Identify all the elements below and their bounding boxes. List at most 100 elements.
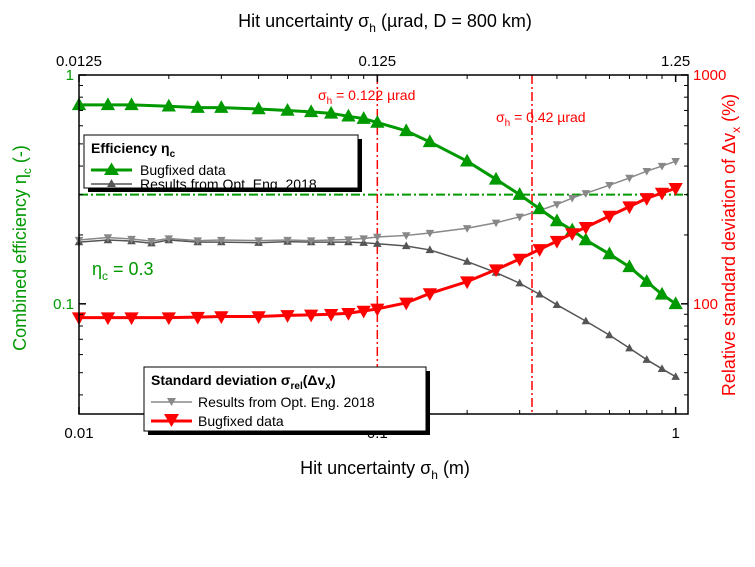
legend-std-label-opteng: Results from Opt. Eng. 2018 — [198, 394, 375, 410]
left-axis-label: Combined efficiency ηc (-) — [10, 145, 34, 351]
efficiency-bugfixed-point — [304, 104, 319, 118]
std-bugfixed-series — [71, 182, 683, 326]
std-opteng-point — [642, 168, 652, 176]
sigma-annotation-1: σh = 0.122 µrad — [318, 87, 415, 107]
legend-efficiency-marker-opteng — [107, 179, 116, 187]
std-opteng-point — [625, 174, 634, 183]
std-opteng-line — [78, 160, 676, 242]
legend-efficiency-box — [83, 134, 359, 189]
std-bugfixed-point — [460, 276, 475, 290]
std-opteng-point — [425, 229, 435, 238]
legend-std-marker-bugfixed — [164, 414, 179, 427]
std-opteng-point — [567, 194, 577, 203]
efficiency-opteng-point — [657, 364, 667, 372]
std-bugfixed-point — [323, 309, 339, 322]
std-opteng-point — [552, 201, 562, 209]
std-bugfixed-point — [304, 309, 319, 323]
std-opteng-point — [401, 232, 411, 240]
right-tick-label: 100 — [693, 296, 718, 313]
std-bugfixed-point — [654, 187, 670, 201]
std-opteng-series — [74, 158, 680, 246]
std-opteng-point — [344, 236, 353, 245]
std-opteng-point — [326, 236, 336, 245]
efficiency-bugfixed-point — [622, 259, 637, 273]
efficiency-opteng-point — [605, 330, 614, 339]
efficiency-bugfixed-point — [488, 171, 504, 185]
right-tick-label: 1000 — [693, 67, 726, 84]
efficiency-bugfixed-point — [668, 296, 683, 310]
top-tick-label: 0.0125 — [56, 53, 102, 70]
std-bugfixed-point — [488, 264, 504, 278]
efficiency-bugfixed-point — [100, 97, 116, 111]
std-opteng-point — [147, 237, 156, 246]
x-tick-label: 1 — [671, 425, 679, 442]
efficiency-opteng-point — [552, 300, 562, 308]
std-bugfixed-point — [512, 253, 527, 267]
std-opteng-point — [359, 235, 368, 243]
efficiency-bugfixed-point — [578, 232, 593, 246]
legend-std: Standard deviation σrel(Δvx) Results fro… — [143, 366, 430, 435]
legend-std-marker-opteng — [167, 398, 176, 406]
efficiency-bugfixed-point — [251, 101, 266, 115]
efficiency-opteng-point — [462, 257, 472, 265]
efficiency-opteng-point — [401, 241, 411, 250]
efficiency-bugfixed-point — [639, 274, 654, 287]
efficiency-opteng-point — [581, 316, 591, 325]
std-bugfixed-point — [639, 193, 654, 206]
std-opteng-point — [373, 233, 382, 242]
std-opteng-point — [254, 237, 263, 246]
efficiency-bugfixed-point — [654, 286, 670, 300]
right-axis-label: Relative standard deviation of Δvx (%) — [719, 94, 743, 396]
efficiency-bugfixed-point — [549, 213, 565, 227]
std-bugfixed-point — [124, 312, 139, 326]
x-axis-label: Hit uncertainty σh (m) — [300, 458, 470, 482]
std-bugfixed-point — [668, 182, 683, 196]
efficiency-bugfixed-point — [370, 115, 385, 128]
legend-efficiency-marker-bugfixed — [104, 162, 119, 175]
legend-std-title: Standard deviation σrel(Δvx) — [151, 372, 335, 392]
std-opteng-point — [515, 213, 524, 222]
efficiency-bugfixed-point — [602, 246, 617, 260]
efficiency-bugfixed-point — [460, 153, 475, 167]
std-bugfixed-point — [565, 228, 580, 241]
std-opteng-point — [164, 235, 174, 243]
std-bugfixed-point — [356, 305, 371, 319]
std-bugfixed-point — [399, 297, 414, 311]
efficiency-opteng-point — [625, 343, 634, 352]
std-bugfixed-point — [422, 288, 437, 301]
std-bugfixed-point — [602, 210, 617, 224]
efficiency-bugfixed-point — [190, 100, 205, 113]
std-bugfixed-point — [549, 235, 565, 249]
std-bugfixed-point — [370, 303, 385, 317]
std-bugfixed-point — [251, 311, 266, 325]
legend-efficiency-label-bugfixed: Bugfixed data — [140, 162, 226, 178]
std-bugfixed-point — [214, 311, 229, 325]
efficiency-bugfixed-point — [532, 201, 547, 215]
efficiency-bugfixed-point — [323, 105, 339, 119]
std-opteng-point — [306, 237, 316, 246]
std-opteng-point — [605, 182, 614, 190]
top-tick-label: 0.125 — [359, 53, 397, 70]
legend-efficiency-title: Efficiency ηc — [91, 140, 176, 160]
efficiency-bugfixed-point — [214, 100, 229, 113]
reference-lines — [79, 75, 688, 414]
left-tick-label: 0.1 — [53, 296, 74, 313]
std-opteng-point — [581, 190, 591, 198]
top-tick-label: 1.25 — [661, 53, 690, 70]
std-opteng-point — [217, 236, 226, 245]
legend-std-label-bugfixed: Bugfixed data — [198, 413, 284, 429]
efficiency-bugfixed-point — [341, 108, 356, 122]
legend-std-box — [143, 366, 427, 432]
eta-reference-annotation: ηc = 0.3 — [92, 259, 154, 283]
std-opteng-point — [462, 225, 472, 233]
efficiency-bugfixed-point — [399, 123, 414, 137]
efficiency-opteng-point — [535, 289, 544, 298]
efficiency-bugfixed-point — [280, 102, 295, 116]
std-bugfixed-point — [280, 310, 295, 323]
std-opteng-point — [127, 235, 136, 244]
series-layer — [71, 97, 683, 380]
legend-efficiency-label-opteng: Results from Opt. Eng. 2018 — [140, 176, 317, 192]
efficiency-opteng-point — [425, 245, 435, 254]
efficiency-bugfixed-point — [124, 97, 139, 111]
